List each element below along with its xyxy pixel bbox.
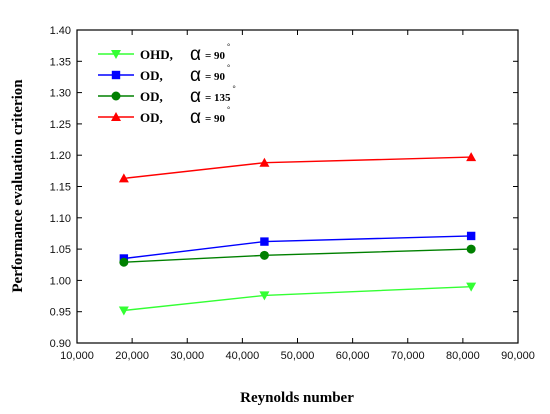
legend-degree: ° <box>227 105 230 114</box>
data-point-triangle-down <box>259 291 270 301</box>
y-tick-label: 1.00 <box>50 275 71 287</box>
data-point-triangle-down <box>118 306 129 316</box>
data-point-circle <box>259 250 269 260</box>
x-tick-label: 60,000 <box>336 350 370 362</box>
y-tick-label: 1.35 <box>50 56 71 68</box>
data-point-square <box>466 231 476 241</box>
y-axis-title: Performance evaluation criterion <box>10 79 26 293</box>
x-axis-title: Reynolds number <box>240 390 354 406</box>
plot-area <box>76 29 519 344</box>
legend: OHD, α = 90°OD, α = 90°OD, α = 135°OD, α = 90° <box>98 42 236 128</box>
legend-degree: ° <box>227 63 230 72</box>
legend-entry: OD, α = 90° <box>98 63 230 86</box>
legend-angle-value: = 135 <box>205 92 231 104</box>
data-point-square <box>111 70 121 80</box>
legend-label: OD, <box>140 89 163 104</box>
x-tick-label: 30,000 <box>170 350 204 362</box>
y-tick-label: 1.15 <box>50 182 71 194</box>
x-tick-label: 90,000 <box>501 350 535 362</box>
y-tick-label: 1.20 <box>50 150 71 162</box>
series-1 <box>118 282 477 316</box>
y-tick-label: 1.05 <box>50 244 71 256</box>
y-axis: 0.90 0.95 1.00 1.05 1.10 1.15 1.20 1.25 1.30 1.35… <box>50 25 518 350</box>
legend-alpha-symbol: α <box>190 86 201 107</box>
x-tick-label: 70,000 <box>391 350 425 362</box>
legend-alpha-symbol: α <box>190 65 201 86</box>
x-tick-label: 50,000 <box>281 350 315 362</box>
legend-angle-value: = 90 <box>205 50 226 62</box>
series-layer <box>118 152 477 316</box>
data-point-triangle-up <box>259 157 270 167</box>
y-tick-label: 0.95 <box>50 307 71 319</box>
legend-degree: ° <box>233 84 236 93</box>
x-tick-label: 40,000 <box>226 350 260 362</box>
legend-degree: ° <box>227 42 230 51</box>
series-3 <box>119 244 476 267</box>
series-4 <box>118 152 477 183</box>
legend-entry: OHD, α = 90° <box>98 42 230 65</box>
legend-label: OHD, <box>140 47 173 62</box>
data-point-square <box>260 237 269 246</box>
legend-angle-value: = 90 <box>205 71 226 83</box>
legend-label: OD, <box>140 68 163 83</box>
x-axis: 10,000 20,000 30,000 40,000 50,000 60,000 70,0… <box>60 30 535 362</box>
data-point-circle <box>466 244 476 254</box>
y-tick-label: 1.40 <box>50 25 71 37</box>
data-point-triangle-up <box>111 112 121 121</box>
y-tick-label: 0.90 <box>50 338 71 350</box>
data-point-triangle-down <box>466 282 477 292</box>
data-point-circle <box>119 257 129 267</box>
y-tick-label: 1.10 <box>50 213 71 225</box>
x-tick-label: 80,000 <box>446 350 480 362</box>
legend-angle-value: = 90 <box>205 113 226 125</box>
legend-alpha-symbol: α <box>190 107 201 128</box>
y-tick-label: 1.30 <box>50 88 71 100</box>
data-point-triangle-down <box>111 50 121 59</box>
legend-entry: OD, α = 135° <box>98 84 236 107</box>
data-point-triangle-up <box>466 152 477 162</box>
data-point-triangle-up <box>118 173 129 183</box>
legend-entry: OD, α = 90° <box>98 105 230 128</box>
data-point-circle <box>111 91 121 101</box>
x-tick-label: 20,000 <box>115 350 149 362</box>
y-tick-label: 1.25 <box>50 119 71 131</box>
legend-alpha-symbol: α <box>190 44 201 65</box>
x-tick-label: 10,000 <box>60 350 94 362</box>
legend-label: OD, <box>140 110 163 125</box>
